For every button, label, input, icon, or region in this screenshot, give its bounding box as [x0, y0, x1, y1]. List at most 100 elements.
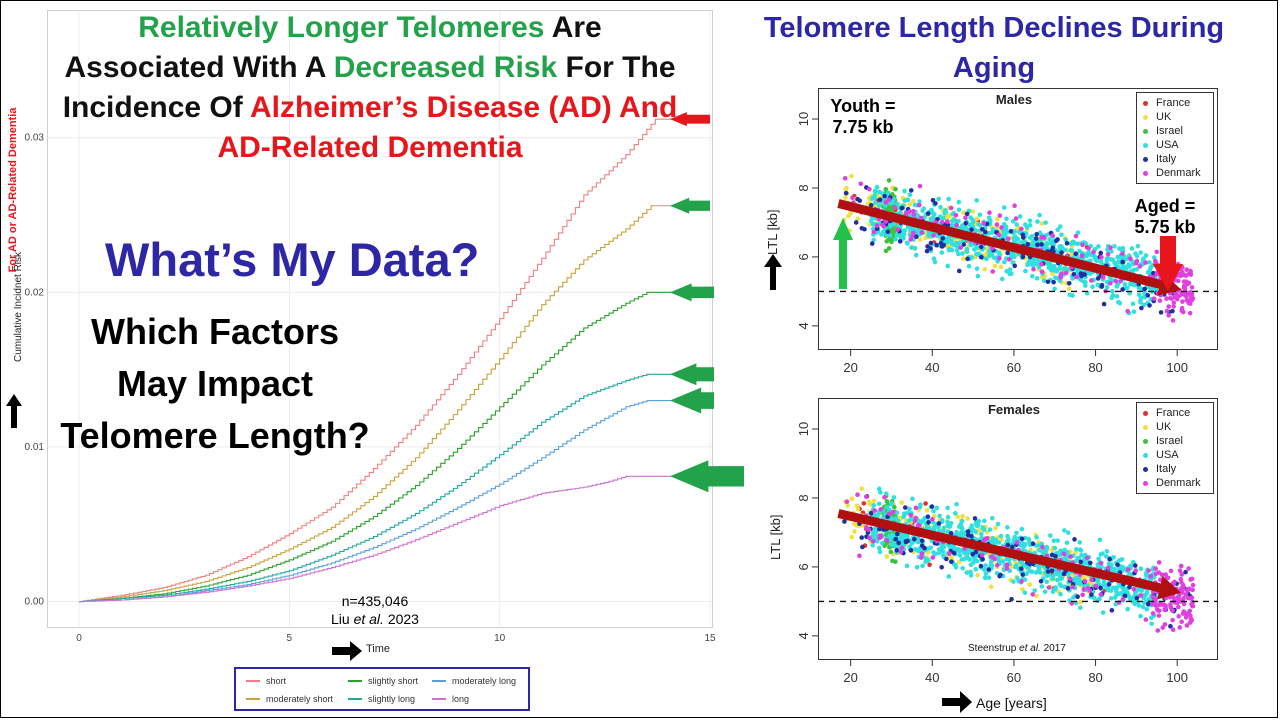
data-point [1104, 549, 1110, 554]
series-line [79, 373, 677, 603]
data-point [886, 197, 892, 203]
data-point [978, 244, 984, 250]
data-point [891, 541, 896, 547]
data-point [974, 216, 980, 222]
data-point [874, 184, 880, 190]
data-point [973, 566, 979, 572]
data-point [1047, 236, 1052, 242]
data-point [1177, 568, 1183, 573]
data-point [1043, 220, 1048, 225]
data-point [884, 554, 890, 559]
data-point [1019, 536, 1025, 542]
legend-item: Italy [1143, 153, 1176, 165]
data-point [954, 222, 959, 228]
males-legend: France UK Israel USA Italy Denmark [1136, 92, 1214, 184]
data-point [1139, 588, 1144, 593]
data-point [849, 534, 855, 540]
data-point [1039, 584, 1045, 589]
data-point [1001, 205, 1007, 210]
headline-red: Alzheimer’s Disease (AD) And AD-Related … [217, 91, 678, 164]
data-point [930, 555, 936, 560]
data-point [904, 240, 910, 246]
y-tick-label: 6 [796, 253, 811, 260]
data-point [1190, 582, 1196, 588]
data-point [1108, 245, 1113, 250]
data-point [1057, 224, 1063, 229]
data-point [957, 552, 963, 558]
data-point [931, 256, 937, 261]
data-point [1019, 226, 1024, 232]
data-point [920, 563, 925, 569]
data-point [1188, 613, 1193, 618]
data-point [1089, 577, 1094, 583]
headline: Relatively Longer Telomeres Are Associat… [60, 8, 680, 168]
data-point [1081, 587, 1087, 592]
data-point [1123, 256, 1129, 262]
data-point [1066, 280, 1072, 286]
series-line [79, 475, 677, 603]
data-point [1116, 259, 1121, 264]
data-point [936, 196, 941, 202]
data-point [946, 235, 952, 240]
data-point [1125, 285, 1130, 291]
data-point [1149, 621, 1154, 626]
data-point [972, 247, 977, 252]
data-point [890, 558, 895, 564]
data-point [998, 533, 1004, 539]
data-point [1141, 302, 1147, 308]
data-point [1168, 604, 1173, 609]
data-point [1059, 250, 1064, 255]
data-point [893, 237, 898, 242]
data-point [1160, 625, 1166, 630]
data-point [1114, 585, 1120, 590]
data-point [964, 554, 969, 560]
data-point [997, 213, 1003, 218]
data-point [867, 186, 872, 192]
data-point [983, 229, 988, 235]
data-point [1059, 271, 1064, 277]
data-point [1030, 592, 1036, 597]
data-point [998, 264, 1004, 270]
data-point [908, 512, 914, 518]
data-point [995, 521, 1001, 527]
data-point [1027, 568, 1032, 574]
data-point [1073, 251, 1079, 257]
data-point [867, 535, 872, 541]
data-point [874, 223, 880, 228]
data-point [1168, 568, 1174, 574]
data-point [1120, 251, 1125, 257]
data-point [965, 529, 971, 534]
data-point [872, 508, 878, 513]
data-point [1037, 212, 1042, 218]
data-point [981, 220, 986, 226]
data-point [967, 222, 973, 228]
data-point [896, 540, 901, 546]
data-point [904, 563, 910, 569]
y-tick-label: 0.01 [25, 442, 45, 453]
data-point [1179, 308, 1185, 313]
data-point [938, 204, 943, 210]
data-point [1112, 260, 1117, 266]
data-point [1038, 578, 1044, 584]
data-point [997, 256, 1002, 261]
data-point [1136, 292, 1142, 298]
data-point [1077, 540, 1083, 545]
data-point [1117, 300, 1123, 306]
data-point [964, 211, 970, 217]
data-point [974, 198, 979, 203]
data-point [1125, 567, 1131, 572]
data-point [1138, 250, 1143, 255]
trend-arrow-shaft [837, 199, 1162, 289]
data-point [1052, 286, 1057, 292]
data-point [1156, 613, 1162, 618]
data-point [1068, 554, 1073, 559]
data-point [949, 241, 955, 247]
data-point [916, 523, 922, 528]
data-point [1035, 219, 1040, 224]
data-point [1166, 313, 1171, 318]
up-arrow-icon [6, 394, 22, 428]
data-point [867, 221, 872, 227]
legend-swatch [432, 680, 446, 682]
x-tick-label: 40 [925, 360, 939, 375]
data-point [1120, 259, 1125, 265]
